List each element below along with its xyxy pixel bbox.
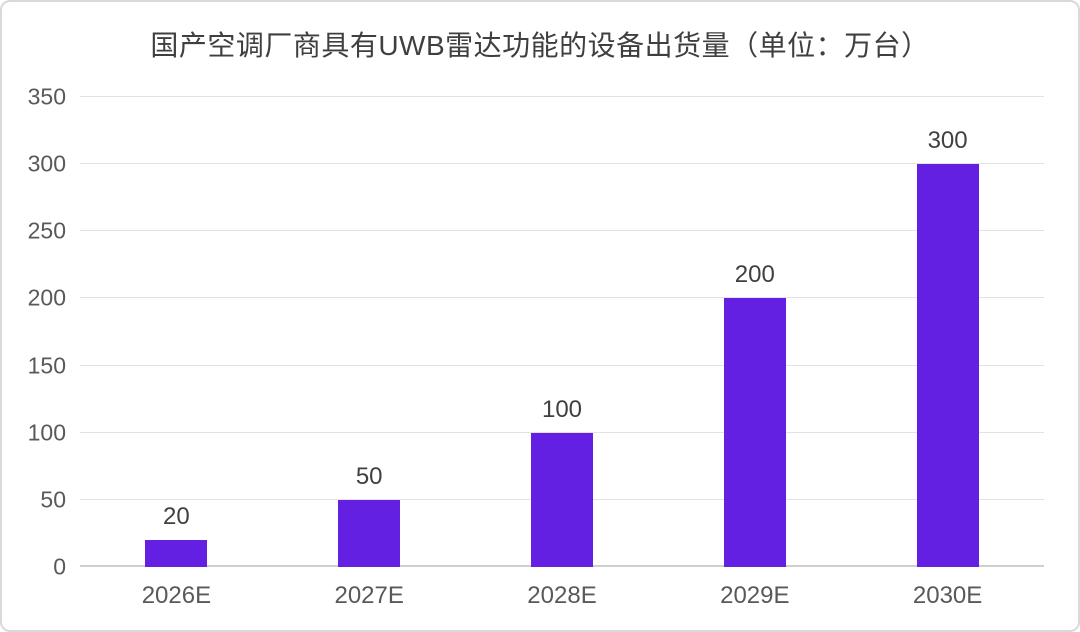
- y-tick-label-100: 100: [27, 419, 66, 446]
- y-tick-label-200: 200: [27, 284, 66, 311]
- data-label-2027E: 50: [355, 462, 383, 490]
- y-tick-label-0: 0: [53, 553, 66, 580]
- bar-2027E: [338, 499, 401, 567]
- y-tick-label-350: 350: [27, 83, 66, 110]
- data-label-2030E: 300: [927, 127, 968, 155]
- x-tick-label-2028E: 2028E: [527, 582, 597, 609]
- y-axis-labels: 0 50 100 150 200 250 300 350: [2, 85, 66, 578]
- bar-2029E: [723, 298, 786, 567]
- y-tick-label-250: 250: [27, 217, 66, 244]
- bar-2030E: [916, 164, 979, 567]
- y-tick-label-50: 50: [40, 486, 66, 513]
- gridline-350: [80, 96, 1044, 97]
- x-axis-labels: 2026E 2027E 2028E 2029E 2030E: [80, 582, 1044, 616]
- data-label-2028E: 100: [541, 395, 583, 423]
- x-tick-label-2029E: 2029E: [720, 582, 790, 609]
- gridline-100: [80, 431, 1044, 433]
- gridline-150: [80, 364, 1044, 366]
- gridline-300: [80, 163, 1044, 165]
- x-tick-label-2027E: 2027E: [334, 582, 404, 609]
- plot-area: 20 50 100 200 300: [80, 96, 1044, 567]
- bar-2028E: [531, 432, 593, 567]
- gridline-200: [80, 297, 1044, 299]
- data-label-2026E: 20: [163, 503, 190, 531]
- x-tick-label-2026E: 2026E: [141, 582, 212, 609]
- y-tick-label-300: 300: [27, 150, 66, 177]
- bar-2026E: [145, 540, 208, 567]
- y-tick-label-150: 150: [27, 352, 66, 379]
- data-label-2029E: 200: [734, 261, 775, 289]
- chart-title: 国产空调厂商具有UWB雷达功能的设备出货量（单位：万台）: [150, 30, 930, 61]
- gridline-250: [80, 230, 1044, 232]
- x-tick-label-2030E: 2030E: [912, 582, 983, 609]
